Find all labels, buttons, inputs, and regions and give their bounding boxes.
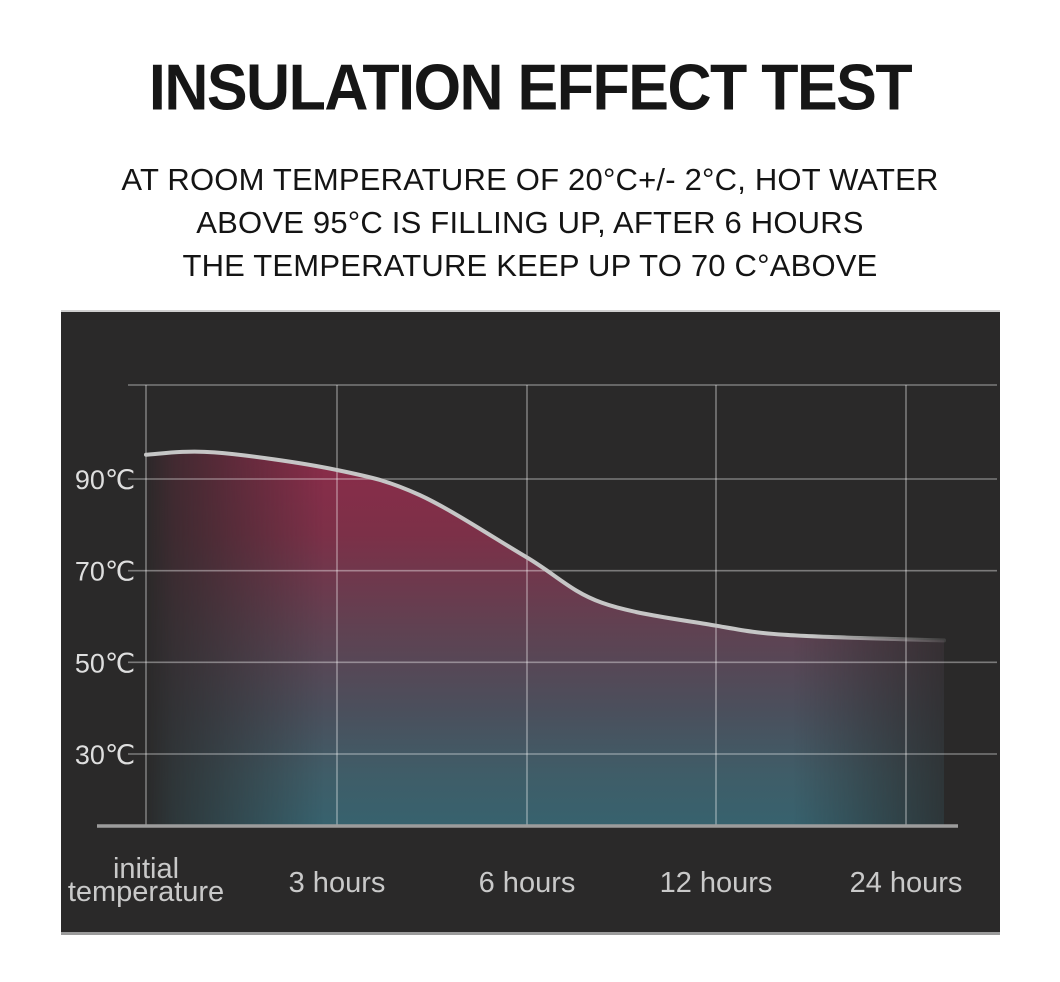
subtitle-line-2: ABOVE 95°C IS FILLING UP, AFTER 6 HOURS [196,205,864,240]
x-axis-tick-label: initial temperature [68,853,224,908]
x-axis-tick-label: 12 hours [660,867,773,899]
insulation-chart: 90℃ 70℃ 50℃ 30℃ initial temperature 3 hours 6 h… [68,384,997,908]
y-axis-tick-label: 50℃ [75,648,135,678]
subtitle: AT ROOM TEMPERATURE OF 20°C+/- 2°C, HOT … [0,158,1060,287]
temperature-area [146,451,944,826]
x-axis-tick-label: 3 hours [289,867,386,899]
y-axis-tick-label: 70℃ [75,557,135,587]
y-axis-tick-label: 90℃ [75,465,135,495]
y-axis-tick-label: 30℃ [75,740,135,770]
x-axis-tick-label: 24 hours [850,867,963,899]
x-axis-tick-label: 6 hours [479,867,576,899]
page-title: INSULATION EFFECT TEST [148,51,913,124]
grid-lines [128,384,997,826]
subtitle-line-1: AT ROOM TEMPERATURE OF 20°C+/- 2°C, HOT … [121,162,939,197]
x-axis-tick-labels: initial temperature 3 hours 6 hours 12 hours… [68,853,963,908]
y-axis-tick-labels: 90℃ 70℃ 50℃ 30℃ [75,465,135,770]
chart-panel: 90℃ 70℃ 50℃ 30℃ initial temperature 3 hours 6 h… [61,310,1000,935]
temperature-curve [144,449,946,643]
subtitle-line-3: THE TEMPERATURE KEEP UP TO 70 C°ABOVE [182,248,878,283]
